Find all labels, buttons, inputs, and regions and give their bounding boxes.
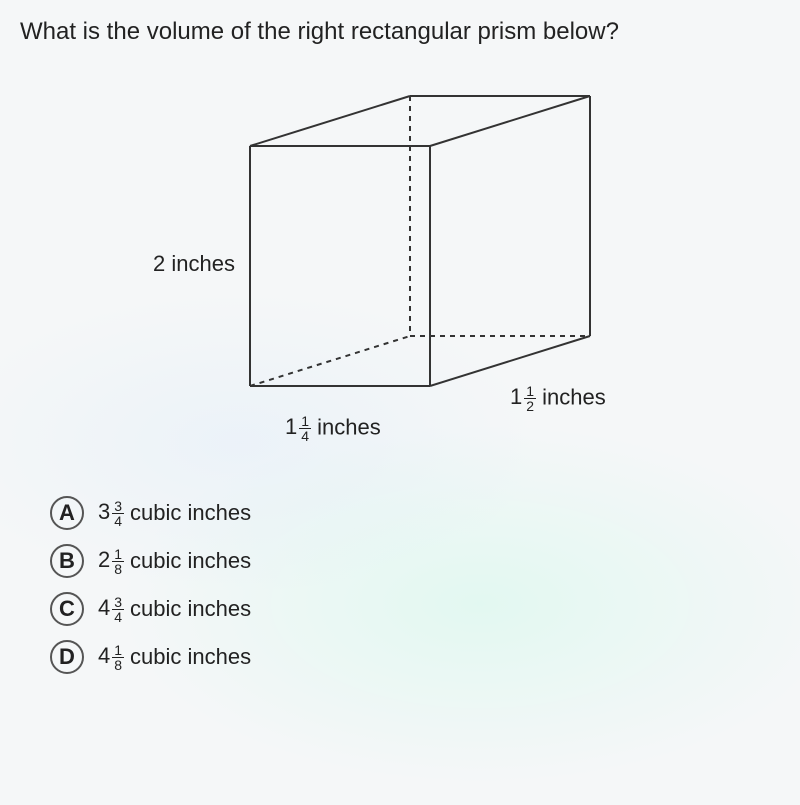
edge-top-left-depth [250, 96, 410, 146]
edge-bottom-right-depth [430, 336, 590, 386]
choice-text-a: 334 cubic inches [98, 499, 251, 528]
choice-d[interactable]: D 418 cubic inches [50, 640, 780, 674]
edge-bottom-left-depth [250, 336, 410, 386]
prism-figure: 2 inches 114 inches 112 inches [140, 76, 660, 456]
depth-unit: inches [317, 414, 381, 439]
width-num: 1 [524, 384, 536, 399]
edge-top-right-depth [430, 96, 590, 146]
choice-c[interactable]: C 434 cubic inches [50, 592, 780, 626]
width-whole: 1 [510, 384, 522, 409]
depth-fraction: 114 [285, 414, 311, 443]
choice-b[interactable]: B 218 cubic inches [50, 544, 780, 578]
problem-container: What is the volume of the right rectangu… [0, 0, 800, 706]
width-fraction: 112 [510, 384, 536, 413]
choice-text-b: 218 cubic inches [98, 547, 251, 576]
depth-whole: 1 [285, 414, 297, 439]
choice-letter-d: D [50, 640, 84, 674]
height-whole: 2 [153, 251, 165, 276]
choice-text-c: 434 cubic inches [98, 595, 251, 624]
width-unit: inches [542, 384, 606, 409]
question-text: What is the volume of the right rectangu… [20, 18, 780, 46]
choice-letter-b: B [50, 544, 84, 578]
label-depth: 114 inches [285, 414, 381, 443]
choice-text-d: 418 cubic inches [98, 643, 251, 672]
width-den: 2 [524, 399, 536, 413]
answer-choices: A 334 cubic inches B 218 cubic inches C [20, 496, 780, 674]
choice-a[interactable]: A 334 cubic inches [50, 496, 780, 530]
height-unit: inches [171, 251, 235, 276]
choice-letter-c: C [50, 592, 84, 626]
depth-den: 4 [299, 429, 311, 443]
label-height: 2 inches [135, 251, 235, 277]
label-width: 112 inches [510, 384, 606, 413]
depth-num: 1 [299, 414, 311, 429]
choice-letter-a: A [50, 496, 84, 530]
